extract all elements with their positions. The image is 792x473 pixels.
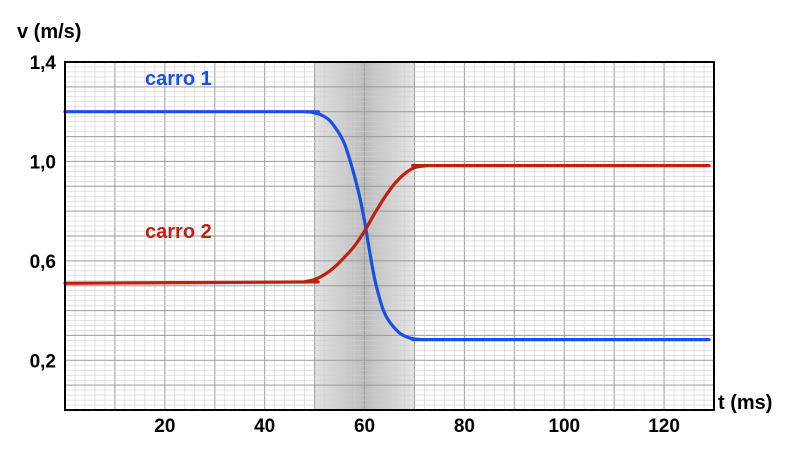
x-axis-title: t (ms) [718, 392, 772, 414]
plot-border [64, 61, 715, 411]
series-label-carro-2: carro 2 [145, 221, 212, 243]
y-tick-label: 0,2 [30, 351, 56, 372]
series-lines [63, 110, 711, 342]
y-axis-title: v (m/s) [17, 21, 81, 43]
x-tick-label: 80 [454, 416, 475, 437]
x-tick-label: 100 [548, 416, 580, 437]
x-tick-label: 20 [154, 416, 175, 437]
y-tick-label: 1,4 [30, 53, 57, 74]
x-tick-labels: 20 40 60 80 100 120 [154, 416, 680, 437]
x-tick-label: 60 [354, 416, 375, 437]
y-tick-label: 1,0 [30, 152, 56, 173]
series-label-carro-1: carro 1 [145, 68, 212, 90]
series-line-1 [63, 110, 711, 342]
y-tick-label: 0,6 [30, 252, 56, 273]
series-line-2 [63, 164, 711, 285]
x-tick-label: 40 [254, 416, 275, 437]
y-tick-labels: 0,2 0,6 1,0 1,4 [30, 53, 57, 372]
x-tick-label: 120 [648, 416, 680, 437]
plot-frame [64, 61, 715, 411]
